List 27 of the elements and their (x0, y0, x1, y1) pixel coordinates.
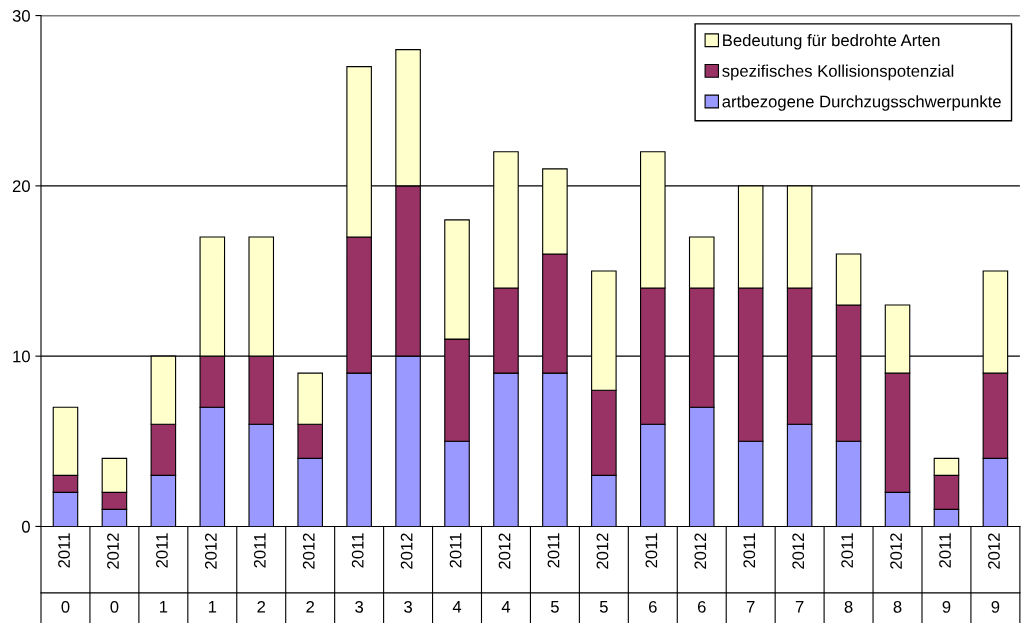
legend-label: spezifisches Kollisionspotenzial (722, 64, 954, 81)
category-label: 2012 9 (988, 533, 1000, 613)
category-label: 2011 3 (351, 533, 364, 613)
category-label: 2011 2 (253, 533, 266, 613)
category-label: 2011 4 (449, 533, 462, 613)
category-label: 2011 8 (841, 533, 854, 613)
category-label: 2011 7 (743, 533, 756, 613)
category-label: 2012 7 (792, 533, 805, 613)
category-label: 2011 5 (547, 533, 560, 613)
y-tick-label: 30 (12, 9, 30, 22)
legend-label: Bedeutung für bedrohte Arten (723, 34, 940, 50)
category-label: 2012 3 (400, 533, 413, 613)
category-label: 2012 0 (107, 533, 119, 613)
y-tick-label: 0 (21, 520, 30, 533)
category-label: 2012 4 (498, 533, 511, 613)
category-label: 2012 1 (204, 533, 217, 613)
category-label: 2012 2 (302, 533, 315, 613)
category-label: 2011 0 (58, 533, 70, 613)
category-label: 2012 8 (890, 533, 902, 613)
category-label: 2011 6 (645, 533, 658, 613)
category-label: 2012 6 (694, 533, 707, 613)
y-tick-label: 20 (12, 180, 30, 193)
legend-label: artbezogene Durchzugsschwerpunkte (722, 95, 1001, 111)
category-label: 2011 9 (939, 533, 951, 613)
category-label: 2012 5 (596, 533, 609, 613)
category-label: 2011 1 (156, 533, 168, 613)
y-tick-label: 10 (13, 350, 30, 363)
